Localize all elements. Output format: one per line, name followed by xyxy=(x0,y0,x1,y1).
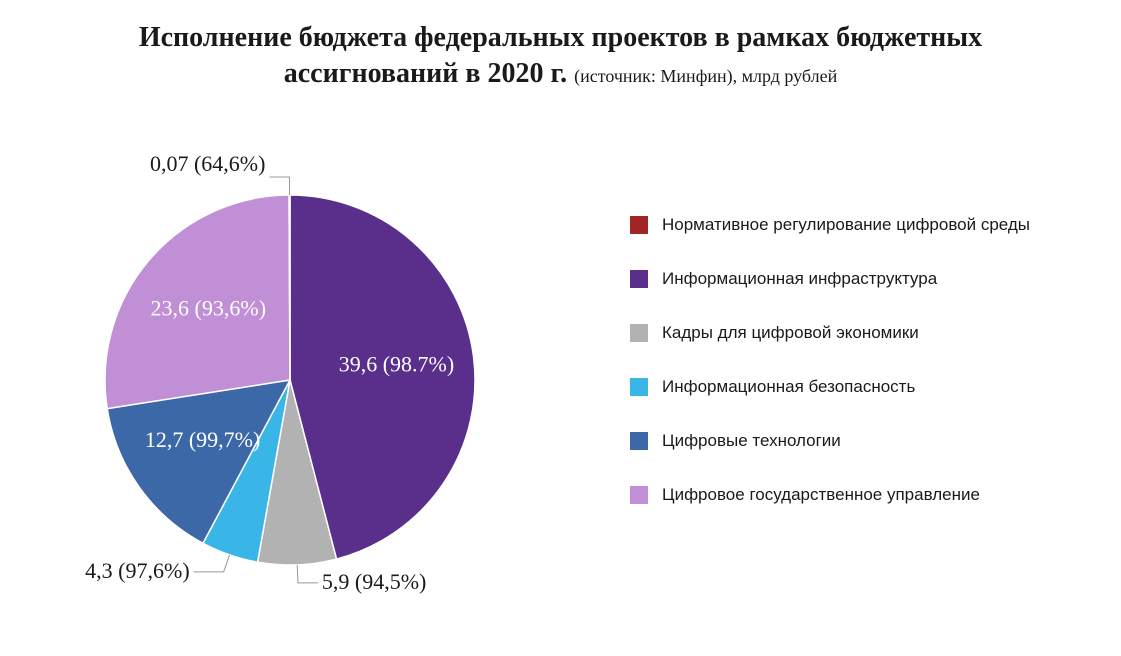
title-line2-main: ассигнований в 2020 г. xyxy=(284,58,567,89)
slice-label: 0,07 (64,6%) xyxy=(150,151,265,176)
legend-label: Цифровые технологии xyxy=(662,431,841,451)
legend-swatch xyxy=(630,432,648,450)
pie-chart: 39,6 (98.7%) 5,9 (94,5%) 4,3 (97,6%) 12,7 (… xyxy=(60,145,560,645)
title-line2-sub: (источник: Минфин), млрд рублей xyxy=(574,66,837,86)
legend-swatch xyxy=(630,324,648,342)
legend-swatch xyxy=(630,378,648,396)
slice-label: 5,9 (94,5%) xyxy=(322,569,426,594)
pie-slices xyxy=(105,195,475,565)
legend-label: Кадры для цифровой экономики xyxy=(662,323,919,343)
title-line1: Исполнение бюджета федеральных проектов … xyxy=(0,20,1121,56)
legend: Нормативное регулирование цифровой среды… xyxy=(630,215,1100,539)
pie-slice xyxy=(289,195,290,380)
slice-label: 12,7 (99,7%) xyxy=(145,427,260,452)
slice-leader xyxy=(194,555,230,572)
legend-label: Нормативное регулирование цифровой среды xyxy=(662,215,1030,235)
slice-leader xyxy=(269,177,289,195)
legend-item: Кадры для цифровой экономики xyxy=(630,323,1100,343)
legend-label: Цифровое государственное управление xyxy=(662,485,980,505)
legend-label: Информационная безопасность xyxy=(662,377,915,397)
title-line2: ассигнований в 2020 г. (источник: Минфин… xyxy=(0,56,1121,92)
slice-leader xyxy=(297,565,318,583)
slice-label: 4,3 (97,6%) xyxy=(85,558,189,583)
legend-swatch xyxy=(630,216,648,234)
slice-label: 23,6 (93,6%) xyxy=(151,295,266,320)
chart-title: Исполнение бюджета федеральных проектов … xyxy=(0,0,1121,93)
legend-item: Цифровое государственное управление xyxy=(630,485,1100,505)
slice-label: 39,6 (98.7%) xyxy=(339,351,454,376)
legend-item: Цифровые технологии xyxy=(630,431,1100,451)
pie-svg: 39,6 (98.7%) 5,9 (94,5%) 4,3 (97,6%) 12,7 (… xyxy=(60,145,560,645)
legend-swatch xyxy=(630,270,648,288)
legend-item: Информационная безопасность xyxy=(630,377,1100,397)
legend-swatch xyxy=(630,486,648,504)
legend-label: Информационная инфраструктура xyxy=(662,269,937,289)
legend-item: Информационная инфраструктура xyxy=(630,269,1100,289)
legend-item: Нормативное регулирование цифровой среды xyxy=(630,215,1100,235)
